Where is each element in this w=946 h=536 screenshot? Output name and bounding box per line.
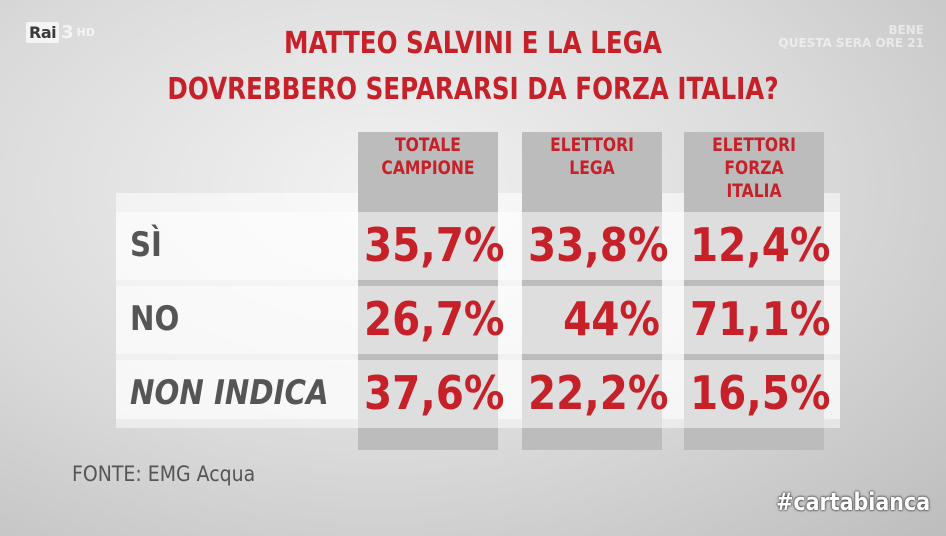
column-header-line1: ELETTORI [712,134,796,156]
column-header: ELETTORI FORZA ITALIA [697,134,812,203]
column-header: ELETTORI LEGA [535,134,650,180]
cell-value: 35,7% [364,218,505,272]
hd-badge: HD [76,26,95,39]
channel-logo: Rai 3 HD [26,22,95,43]
title-line-2: DOVREBBERO SEPARARSI DA FORZA ITALIA? [167,72,779,107]
rai-logo: Rai [26,22,60,43]
column-header-line1: TOTALE [395,134,461,156]
table-row [116,212,840,280]
overlay-promo-text: BENE QUESTA SERA ORE 21 [778,24,924,50]
cell-value: 33,8% [528,218,669,272]
table-row [116,360,840,428]
column-header-line2: FORZA ITALIA [724,157,784,202]
column-header-line1: ELETTORI [550,134,634,156]
cell-value: 37,6% [364,366,505,420]
overlay-line-2: QUESTA SERA ORE 21 [778,36,924,50]
table-row [116,286,840,354]
hashtag: #cartabianca [775,488,930,516]
cell-value: 71,1% [690,292,831,346]
row-label-si: SÌ [130,225,162,265]
cell-value: 16,5% [690,366,831,420]
column-header-line2: LEGA [569,157,615,179]
overlay-line-1: BENE [888,23,924,37]
channel-number: 3 [61,22,74,43]
cell-value: 12,4% [690,218,831,272]
source-note: FONTE: EMG Acqua [72,462,256,486]
cell-value: 22,2% [528,366,669,420]
row-label-no: NO [130,299,180,339]
title-line-1: MATTEO SALVINI E LA LEGA [284,26,662,61]
row-label-non-indica: NON INDICA [130,373,329,413]
column-header-line2: CAMPIONE [381,157,475,179]
cell-value: 26,7% [364,292,505,346]
column-header: TOTALE CAMPIONE [371,134,486,180]
cell-value: 44% [563,292,660,346]
